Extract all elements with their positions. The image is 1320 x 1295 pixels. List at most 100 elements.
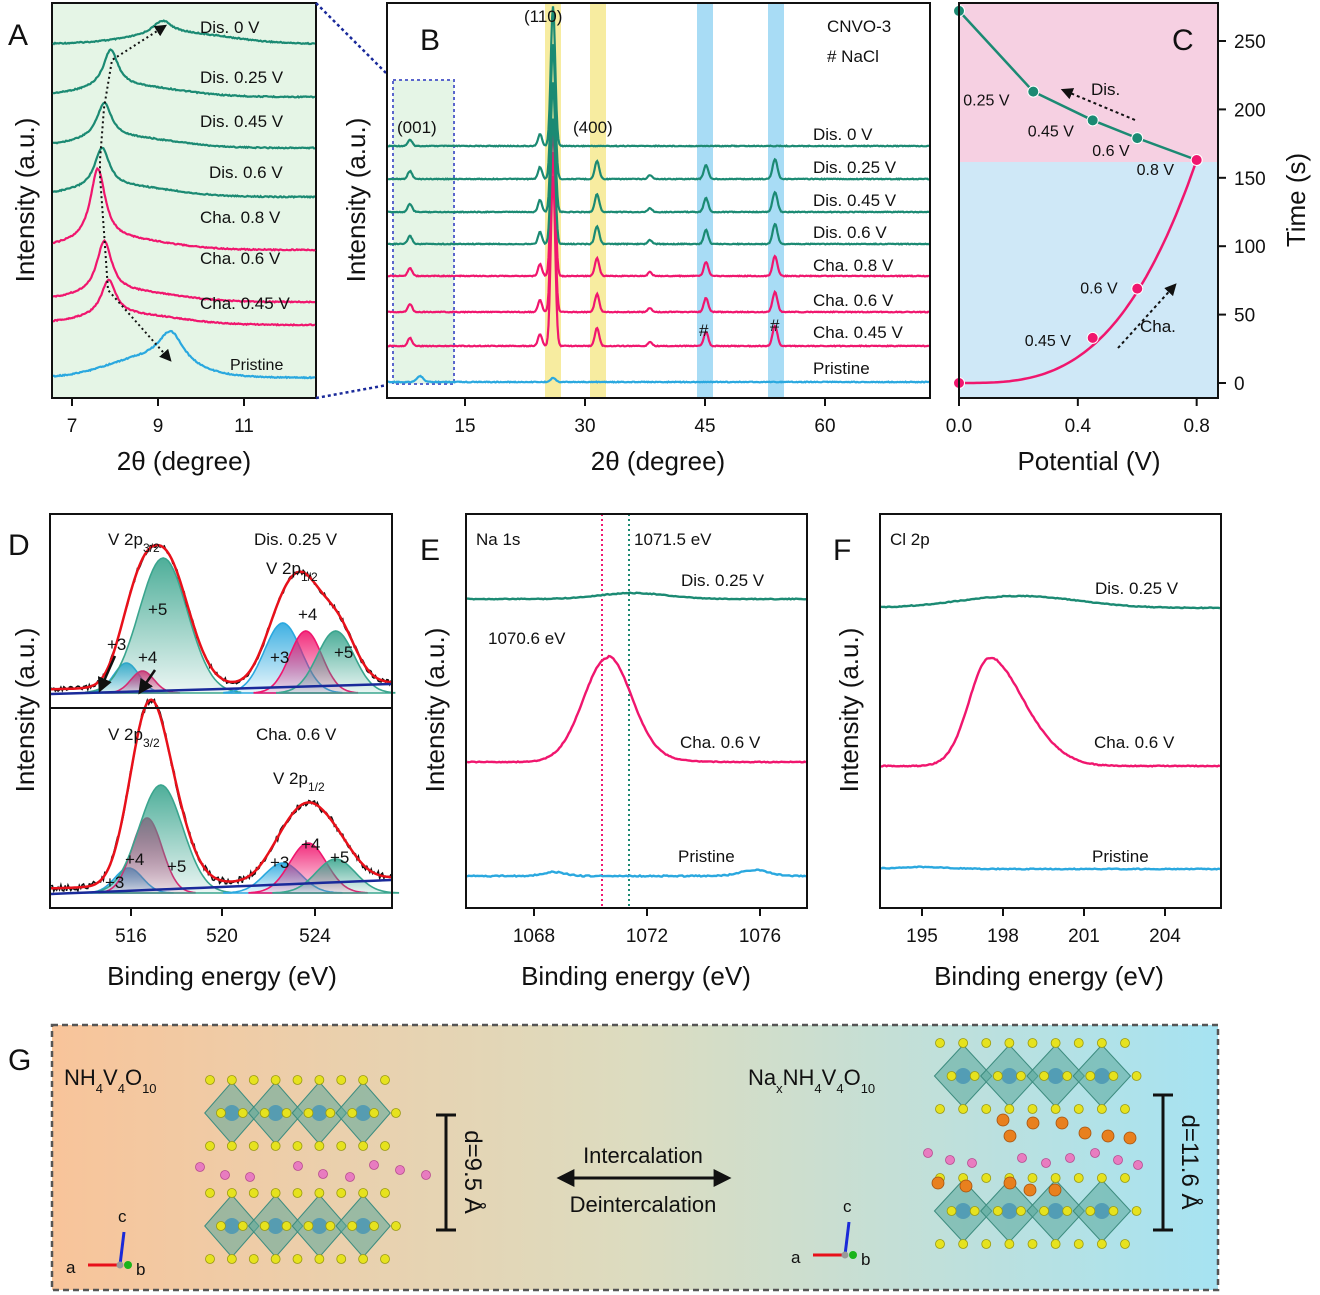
e-annot-1070: 1070.6 eV xyxy=(488,629,566,648)
panel-a-curve xyxy=(52,278,316,327)
oxygen-atom xyxy=(216,1221,226,1231)
panel-c-yticks: 0 50 100 150 200 250 xyxy=(1218,32,1266,395)
oxygen-atom xyxy=(1073,1104,1084,1114)
panel-c-ytick: 150 xyxy=(1234,169,1266,190)
panel-b-curve-label: Dis. 0.45 V xyxy=(813,191,897,210)
nacl-mark-1: # xyxy=(699,321,709,340)
g-left-axis-b: b xyxy=(136,1260,145,1279)
panel-a-curve xyxy=(52,48,316,99)
panel-b-xtick: 60 xyxy=(814,416,835,437)
oxygen-atom xyxy=(1120,1173,1130,1183)
g-intercalation-label: Intercalation xyxy=(583,1143,703,1168)
nh4-ion xyxy=(967,1158,977,1168)
oxygen-atom xyxy=(205,1254,215,1264)
panel-a-shift-path xyxy=(99,24,172,362)
oxygen-atom xyxy=(981,1173,992,1183)
panel-c-cha-label: Cha. xyxy=(1140,317,1176,336)
sodium-ion xyxy=(1123,1131,1137,1145)
vanadium-atom xyxy=(223,1218,240,1234)
g-left-axis-c: c xyxy=(118,1207,127,1226)
oxygen-atom xyxy=(935,1038,945,1048)
oxygen-atom xyxy=(259,1108,270,1118)
oxygen-atom xyxy=(391,1108,401,1118)
nh4-ion xyxy=(1041,1158,1051,1168)
sodium-ion xyxy=(1023,1183,1037,1197)
oxygen-atom xyxy=(1050,1104,1061,1114)
d-bottom-p12-label: V 2p1/2 xyxy=(273,769,325,794)
panel-a-curve-label: Cha. 0.6 V xyxy=(200,249,281,268)
oxygen-atom xyxy=(1073,1038,1084,1048)
panel-f: F Cl 2p Dis. 0.25 V Cha. 0.6 V Pristine … xyxy=(833,513,1222,991)
panel-a-xtick: 9 xyxy=(153,416,164,437)
panel-a-curve xyxy=(53,146,316,199)
panel-b-label: B xyxy=(420,24,440,57)
panel-c-plot: 0.6 V 0.45 V 0.25 V 0.45 V 0.6 V 0.8 V xyxy=(953,4,1203,389)
g-deintercalation-label: Deintercalation xyxy=(570,1192,717,1217)
d-top-title: Dis. 0.25 V xyxy=(254,530,338,549)
oxygen-atom xyxy=(270,1075,281,1085)
oxygen-atom xyxy=(336,1188,347,1198)
panel-e: E Na 1s 1071.5 eV 1070.6 eV Dis. 0.25 V … xyxy=(420,513,808,991)
oxygen-atom xyxy=(270,1188,281,1198)
d-top-p32-label: V 2p3/2 xyxy=(108,530,160,555)
panel-c-xticks: 0.0 0.4 0.8 xyxy=(946,398,1210,437)
oxygen-atom xyxy=(1096,1173,1107,1183)
g-interlayer-ions xyxy=(195,1113,1143,1197)
panel-c-ytick: 100 xyxy=(1234,237,1266,258)
panel-a-curve-labels: Dis. 0 V Dis. 0.25 V Dis. 0.45 V Dis. 0.6 V… xyxy=(200,18,290,374)
e-curve-label: Cha. 0.6 V xyxy=(680,733,761,752)
panel-b-curve-label: Cha. 0.6 V xyxy=(813,291,894,310)
oxygen-atom xyxy=(1073,1239,1084,1249)
oxygen-atom xyxy=(226,1075,237,1085)
oxygen-atom xyxy=(981,1038,992,1048)
panel-f-curve-dis xyxy=(880,594,1221,610)
oxygen-atom xyxy=(1004,1038,1015,1048)
panel-b-xtick: 15 xyxy=(454,416,475,437)
oxygen-atom xyxy=(1039,1206,1049,1216)
panel-f-plot xyxy=(880,594,1221,871)
legend-nacl: # NaCl xyxy=(827,47,879,66)
g-right-axis-c: c xyxy=(843,1197,852,1216)
nh4-ion xyxy=(1065,1153,1075,1163)
g-left-top-layer xyxy=(204,1075,401,1151)
oxygen-atom xyxy=(1108,1071,1119,1081)
oxygen-atom xyxy=(325,1108,336,1118)
panel-c-point xyxy=(1131,282,1144,295)
f-curve-label: Cha. 0.6 V xyxy=(1094,733,1175,752)
g-left-axis-a: a xyxy=(66,1258,76,1277)
panel-c-ytick: 50 xyxy=(1234,306,1255,327)
vanadium-atom xyxy=(355,1105,372,1121)
panel-c-point-label: 0.8 V xyxy=(1137,162,1175,179)
panel-c-point-label: 0.25 V xyxy=(963,93,1010,110)
d-top-comp: +4 xyxy=(138,648,157,667)
vanadium-atom xyxy=(267,1218,284,1234)
oxygen-atom xyxy=(1108,1206,1119,1216)
panel-b-curve xyxy=(387,6,930,148)
panel-c-pink-region xyxy=(959,3,1218,162)
nh4-ion xyxy=(1113,1155,1123,1165)
oxygen-atom xyxy=(958,1239,969,1249)
oxygen-atom xyxy=(347,1108,358,1118)
oxygen-atom xyxy=(248,1141,259,1151)
d-top-comp: +3 xyxy=(270,648,289,667)
e-curve-label: Dis. 0.25 V xyxy=(681,571,765,590)
oxygen-atom xyxy=(992,1071,1003,1081)
oxygen-atom xyxy=(1096,1038,1107,1048)
nh4-ion xyxy=(945,1155,955,1165)
panel-d-label: D xyxy=(8,529,30,562)
panel-c-xtick: 0.4 xyxy=(1065,416,1092,437)
oxygen-atom xyxy=(1027,1038,1038,1048)
nh4-ion xyxy=(293,1161,303,1171)
vanadium-atom xyxy=(1001,1203,1018,1219)
panel-e-title: Na 1s xyxy=(476,530,520,549)
oxygen-atom xyxy=(358,1075,369,1085)
d-top-arrow-3 xyxy=(97,655,117,693)
oxygen-atom xyxy=(1004,1104,1015,1114)
panel-f-xtick: 201 xyxy=(1068,926,1100,947)
oxygen-atom xyxy=(292,1254,303,1264)
oxygen-atom xyxy=(946,1206,957,1216)
oxygen-atom xyxy=(270,1141,281,1151)
oxygen-atom xyxy=(226,1188,237,1198)
panel-f-ylabel: Intensity (a.u.) xyxy=(834,628,864,793)
sodium-ion xyxy=(1003,1176,1017,1190)
